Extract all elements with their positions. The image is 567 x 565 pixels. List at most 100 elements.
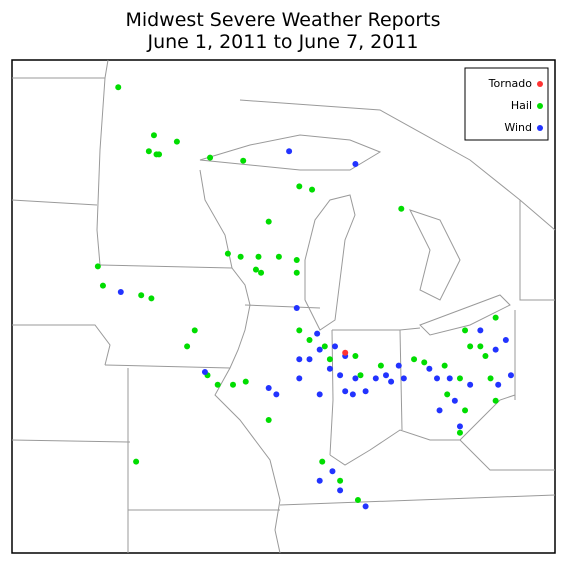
report-dot [309,186,316,193]
report-dot [411,356,418,363]
boundaries [11,59,556,554]
report-dot [321,343,328,350]
report-dot [451,397,458,404]
report-dot [388,378,395,385]
report-dot [377,362,384,369]
report-dot [314,330,321,337]
legend: Tornado Hail Wind [488,77,543,134]
report-dot [237,253,244,260]
report-dot [273,391,280,398]
report-dot [306,356,313,363]
report-dot [201,369,208,375]
report-dot [352,161,359,167]
report-dot [207,154,214,161]
report-dot [395,362,402,369]
report-dot [444,391,451,398]
title: Midwest Severe Weather Reports [125,9,440,31]
reports [94,84,514,510]
report-dot [462,327,469,334]
report-dot [421,359,428,366]
report-dot [286,148,293,155]
report-dot [265,385,272,391]
report-dot [362,388,369,395]
report-dot [456,429,463,436]
report-dot [507,372,514,379]
report-dot [293,305,300,311]
report-dot [275,253,282,260]
report-dot [293,257,300,263]
report-dot [462,407,469,414]
report-dot [441,362,448,369]
report-dot [258,269,265,276]
report-dot [265,218,272,225]
subtitle: June 1, 2011 to June 7, 2011 [146,31,418,53]
report-dot [436,407,443,414]
report-dot [94,263,101,270]
report-dot [296,375,303,382]
report-dot [191,327,198,334]
report-dot [99,282,106,289]
report-dot [184,343,191,350]
report-dot [265,417,272,423]
report-dot [467,343,474,350]
report-dot [492,314,499,321]
report-dot [492,346,499,353]
report-dot [332,343,338,350]
report-dot [357,372,364,379]
legend-box [464,67,549,141]
report-dot [326,356,333,363]
report-dot [337,487,344,494]
report-dot [117,289,124,295]
report-dot [326,365,333,372]
report-dot [467,381,474,388]
report-dot [398,205,405,212]
legend-swatch [537,125,543,131]
report-dot [426,365,433,372]
report-dot [150,132,157,139]
report-dot [252,266,259,273]
report-dot [446,375,453,382]
report-dot [153,151,160,158]
report-dot [372,375,379,382]
legend-swatch [537,81,543,87]
report-dot [316,391,323,398]
report-dot [293,269,300,276]
report-dot [230,381,236,388]
report-dot [296,356,303,363]
report-dot [383,372,389,379]
report-dot [145,148,152,155]
report-dot [319,458,326,465]
report-dot [214,381,221,388]
report-dot [173,138,180,145]
report-dot [477,327,484,334]
report-dot [502,337,509,343]
report-dot [487,375,494,382]
legend-label: Hail [511,99,532,112]
report-dot [316,346,323,353]
report-dot [138,292,145,299]
report-dot [329,468,336,475]
legend-label: Tornado [488,77,533,90]
report-dot [362,503,369,510]
report-dot [434,375,440,382]
report-dot [495,381,502,388]
report-dot [337,372,344,379]
report-dot [354,497,361,503]
report-dot [316,477,323,484]
report-dot [492,397,499,404]
legend-label: Wind [504,121,532,134]
report-dot [296,183,303,190]
report-dot [352,375,359,382]
report-dot [477,343,484,350]
report-dot [342,349,349,356]
report-dot [337,477,344,484]
report-dot [456,423,463,430]
report-dot [255,253,262,260]
report-dot [242,378,249,385]
report-dot [400,375,407,382]
report-dot [342,388,349,395]
report-dot [296,327,303,334]
report-dot [352,353,359,359]
